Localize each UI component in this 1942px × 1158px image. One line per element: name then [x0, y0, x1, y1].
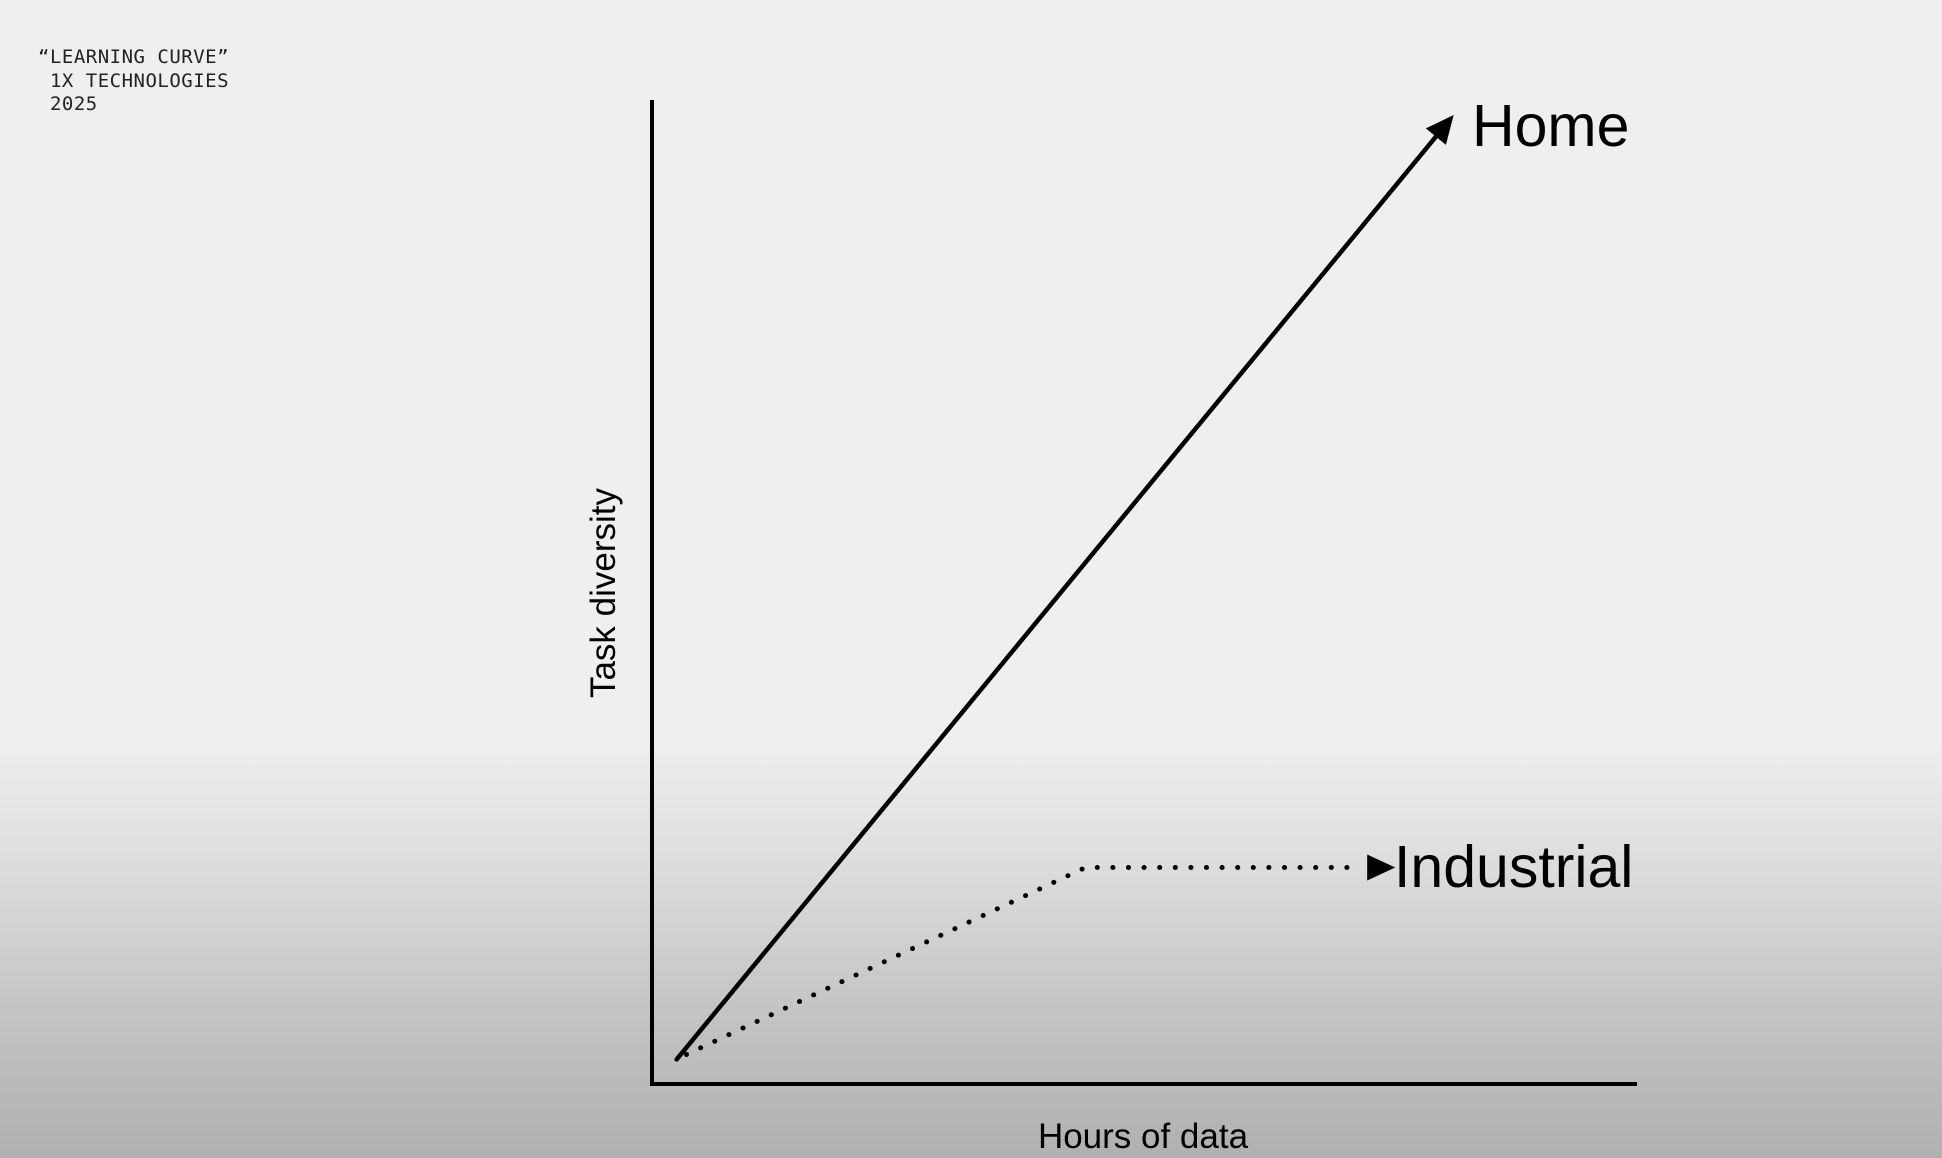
- caption-year: 2025: [38, 93, 98, 115]
- caption-company: 1X TECHNOLOGIES: [38, 69, 230, 92]
- slide-caption: “LEARNING CURVE” 1X TECHNOLOGIES 2025: [38, 46, 229, 117]
- x-axis-label: Hours of data: [1038, 1117, 1249, 1156]
- series-label-industrial: Industrial: [1394, 834, 1633, 900]
- series-line-home: [674, 117, 1453, 1062]
- series-layer: [674, 115, 1454, 1062]
- series-arrowhead-industrial: [1367, 854, 1396, 881]
- y-axis-label: Task diversity: [584, 487, 623, 698]
- series-label-home: Home: [1472, 93, 1629, 159]
- series-line-industrial: [683, 865, 1364, 1057]
- series-arrowhead-home: [1425, 115, 1454, 145]
- caption-title: “LEARNING CURVE”: [38, 46, 230, 68]
